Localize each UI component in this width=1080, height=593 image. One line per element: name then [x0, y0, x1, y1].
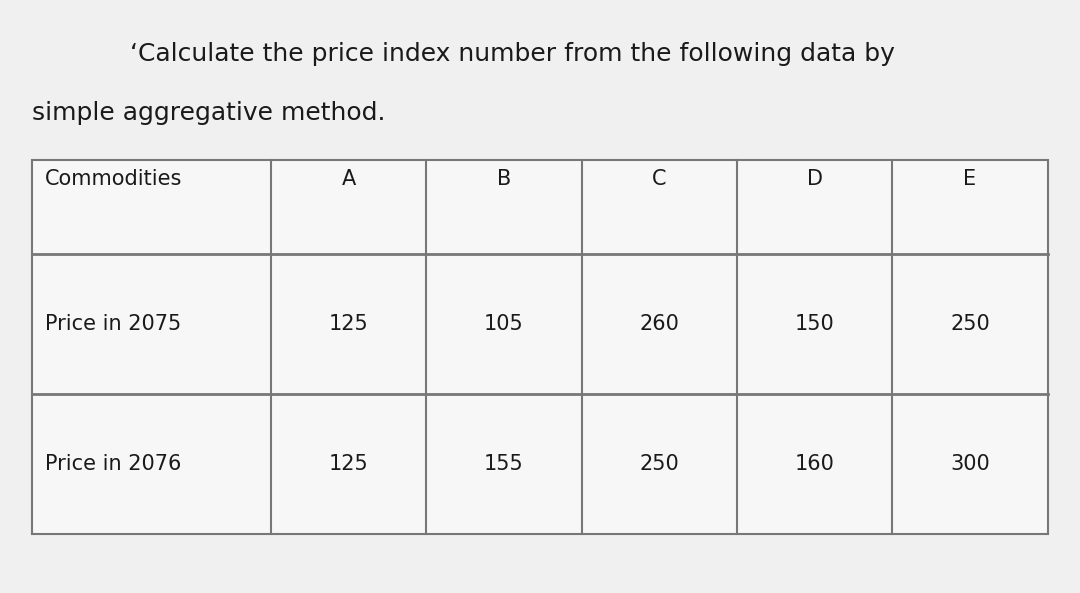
Text: 160: 160 — [795, 454, 835, 474]
Text: 150: 150 — [795, 314, 835, 333]
Text: simple aggregative method.: simple aggregative method. — [32, 101, 386, 125]
Text: 300: 300 — [950, 454, 989, 474]
Text: 250: 250 — [639, 454, 679, 474]
Text: 260: 260 — [639, 314, 679, 333]
Text: A: A — [341, 169, 355, 189]
Text: 125: 125 — [328, 314, 368, 333]
Text: Commodities: Commodities — [45, 169, 183, 189]
Text: D: D — [807, 169, 823, 189]
Text: 125: 125 — [328, 454, 368, 474]
Text: E: E — [963, 169, 976, 189]
Text: ‘Calculate the price index number from the following data by: ‘Calculate the price index number from t… — [130, 42, 894, 65]
Text: Price in 2075: Price in 2075 — [45, 314, 181, 333]
Text: 250: 250 — [950, 314, 989, 333]
Text: B: B — [497, 169, 511, 189]
Text: 155: 155 — [484, 454, 524, 474]
Text: Price in 2076: Price in 2076 — [45, 454, 181, 474]
Text: C: C — [652, 169, 666, 189]
Text: 105: 105 — [484, 314, 524, 333]
